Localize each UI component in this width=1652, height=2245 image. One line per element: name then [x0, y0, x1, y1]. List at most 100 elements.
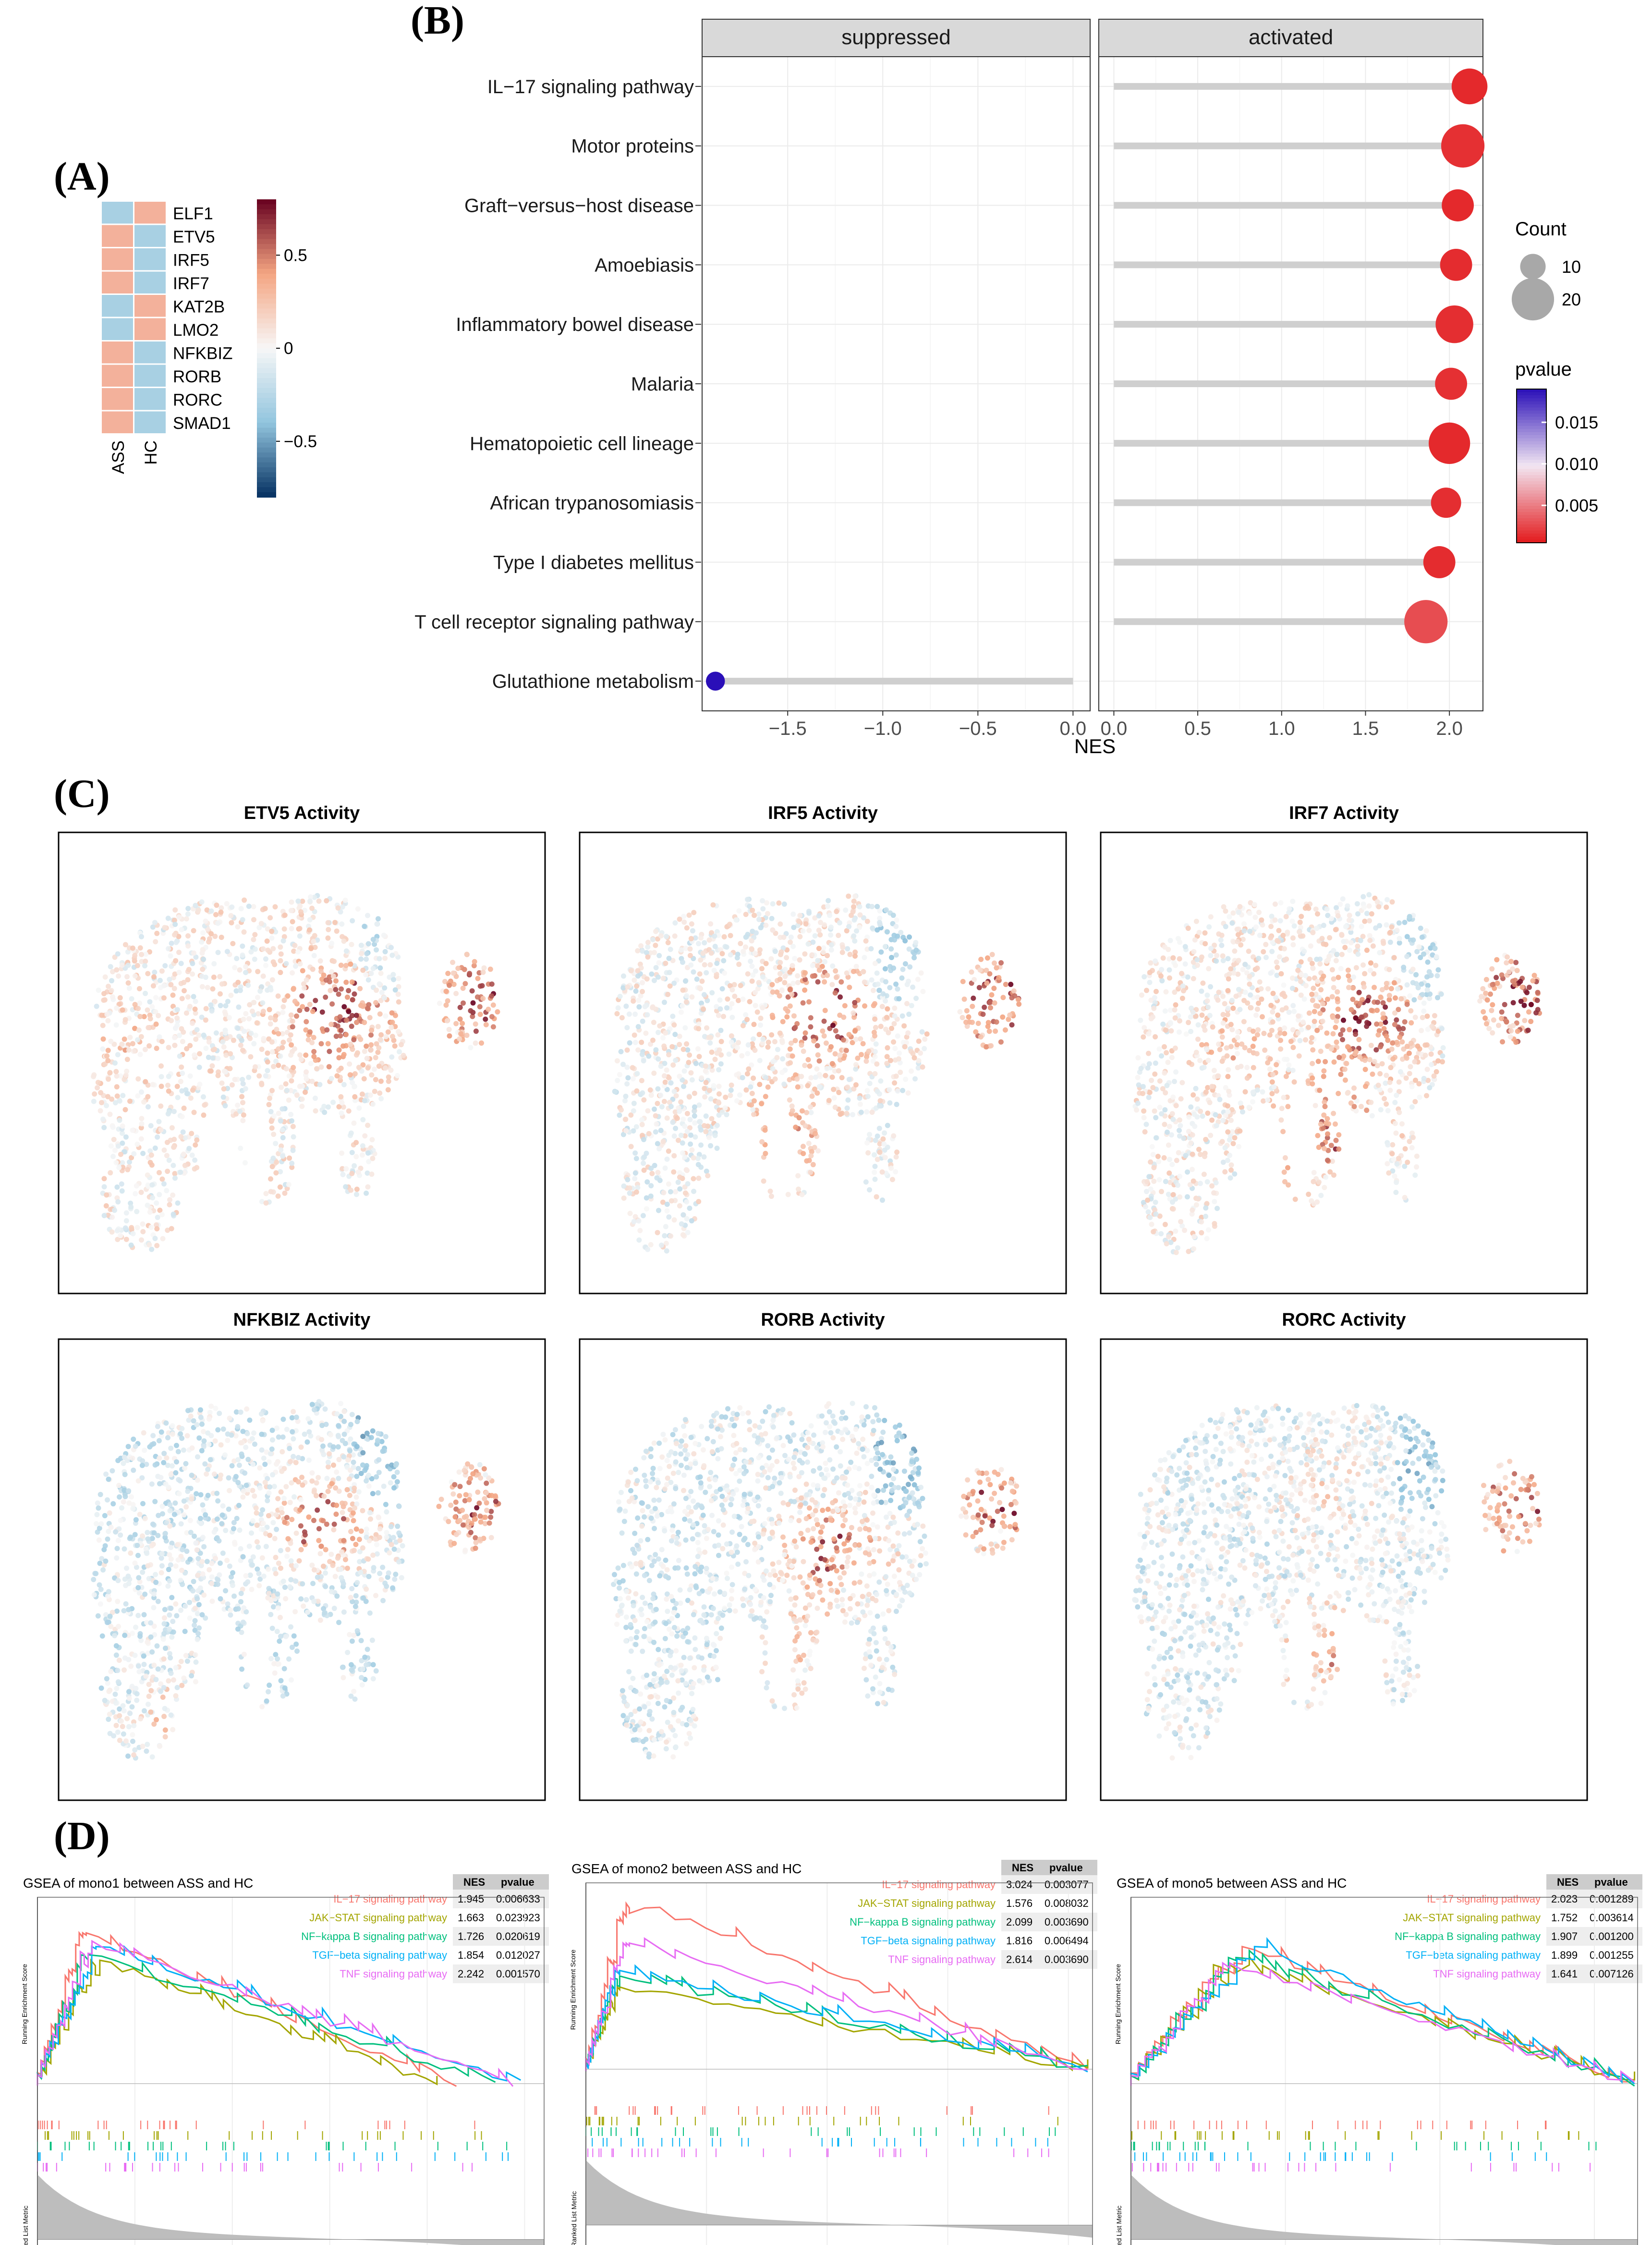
- umap-cell-point: [644, 1150, 649, 1156]
- umap-cell-point: [312, 1096, 318, 1101]
- umap-cell-point: [1143, 1122, 1149, 1127]
- umap-cell-point: [203, 1046, 209, 1051]
- umap-cell-point: [457, 1484, 463, 1489]
- umap-cell-point: [458, 1031, 464, 1037]
- umap-cell-point: [1282, 957, 1288, 963]
- umap-cell-point: [618, 1049, 624, 1055]
- umap-cell-point: [468, 1008, 474, 1013]
- facet-strip-activated: [1098, 19, 1483, 57]
- umap-cell-point: [117, 1117, 122, 1123]
- umap-cell-point: [1490, 1030, 1495, 1036]
- umap-cell-point: [1172, 1045, 1178, 1051]
- umap-cell-point: [1140, 1091, 1145, 1097]
- heatmap-cell: [134, 411, 166, 433]
- color-legend-segment: [1517, 407, 1546, 411]
- umap-cell-point: [341, 1609, 347, 1615]
- umap-cell-point: [751, 1098, 757, 1104]
- umap-cell-point: [359, 1068, 364, 1074]
- umap-cell-point: [615, 1005, 621, 1011]
- umap-cell-point: [672, 933, 678, 939]
- umap-cell-point: [656, 1056, 661, 1062]
- umap-cell-point: [787, 1003, 793, 1009]
- umap-cell-point: [180, 1129, 186, 1135]
- umap-cell-point: [647, 1087, 653, 1093]
- colorbar-segment: [257, 204, 276, 210]
- umap-cell-point: [623, 1116, 629, 1122]
- colorbar-segment: [257, 432, 276, 438]
- umap-cell-point: [1396, 920, 1402, 926]
- umap-cell-point: [113, 1022, 119, 1028]
- umap-cell-point: [340, 934, 345, 939]
- umap-cell-point: [852, 1000, 858, 1005]
- umap-cell-point: [799, 1042, 804, 1048]
- umap-cell-point: [311, 1049, 317, 1054]
- umap-cell-point: [1178, 1123, 1183, 1129]
- umap-cell-point: [338, 963, 344, 968]
- umap-cell-point: [772, 1076, 778, 1082]
- umap-cell-point: [178, 1170, 183, 1175]
- umap-cell-point: [114, 967, 120, 973]
- umap-cell-point: [727, 921, 733, 927]
- colorbar-segment: [257, 209, 276, 215]
- umap-cell-point: [887, 1100, 893, 1106]
- umap-cell-point: [891, 1021, 897, 1026]
- umap-cell-point: [1324, 958, 1330, 964]
- umap-cell-point: [816, 946, 822, 952]
- umap-cell-point: [656, 960, 662, 966]
- umap-cell-point: [718, 1038, 724, 1044]
- umap-cell-point: [1197, 1058, 1203, 1063]
- umap-cell-point: [1283, 1074, 1289, 1079]
- colorbar-segment: [257, 229, 276, 235]
- umap-cell-point: [1424, 974, 1430, 980]
- umap-cell-point: [263, 963, 268, 968]
- umap-cell-point: [636, 1004, 642, 1010]
- umap-cell-point: [1166, 1192, 1171, 1197]
- umap-cell-point: [278, 1147, 284, 1153]
- umap-cell-point: [118, 1151, 123, 1157]
- umap-cell-point: [233, 988, 239, 994]
- umap-cell-point: [745, 931, 751, 937]
- umap-cell-point: [796, 918, 802, 924]
- umap-cell-point: [111, 1136, 117, 1142]
- umap-cell-point: [1259, 1014, 1265, 1020]
- umap-cell-point: [101, 1213, 107, 1219]
- umap-cell-point: [154, 1243, 160, 1248]
- umap-cell-point: [377, 1011, 383, 1017]
- colorbar-segment: [257, 482, 276, 488]
- umap-cell-point: [1167, 1021, 1173, 1026]
- umap-cell-point: [261, 1036, 267, 1041]
- umap-cell-point: [148, 1123, 154, 1129]
- umap-cell-point: [355, 1169, 361, 1175]
- umap-cell-point: [147, 1148, 153, 1154]
- umap-cell-point: [1318, 1193, 1324, 1198]
- umap-cell-point: [110, 1124, 116, 1130]
- umap-cell-point: [893, 952, 899, 958]
- umap-cell-point: [1357, 1054, 1362, 1060]
- umap-cell-point: [490, 1002, 496, 1008]
- umap-cell-point: [369, 1171, 375, 1177]
- umap-cell-point: [872, 1071, 878, 1077]
- umap-cell-point: [374, 947, 379, 953]
- umap-cell-point: [270, 1155, 276, 1161]
- umap-cell-point: [155, 1215, 160, 1220]
- umap-cell-point: [1370, 943, 1376, 949]
- umap-cell-point: [242, 897, 247, 903]
- umap-cell-point: [1372, 985, 1377, 990]
- umap-cell-point: [1204, 992, 1210, 998]
- umap-cell-point: [183, 916, 189, 922]
- lollipop-point: [1440, 248, 1472, 281]
- umap-cell-point: [645, 1246, 651, 1252]
- umap-cell-point: [283, 1081, 289, 1087]
- umap-cell-point: [368, 1042, 374, 1048]
- umap-cell-point: [1261, 1030, 1267, 1036]
- umap-cell-point: [852, 953, 858, 959]
- umap-cell-point: [352, 1163, 357, 1169]
- umap-cell-point: [858, 1036, 863, 1042]
- umap-cell-point: [95, 1085, 100, 1091]
- umap-cell-point: [1275, 1012, 1281, 1018]
- umap-cell-point: [460, 1000, 466, 1006]
- umap-cell-point: [661, 1073, 667, 1079]
- umap-cell-point: [684, 1041, 690, 1047]
- umap-cell-point: [1386, 967, 1392, 973]
- umap-cell-point: [1369, 1008, 1374, 1013]
